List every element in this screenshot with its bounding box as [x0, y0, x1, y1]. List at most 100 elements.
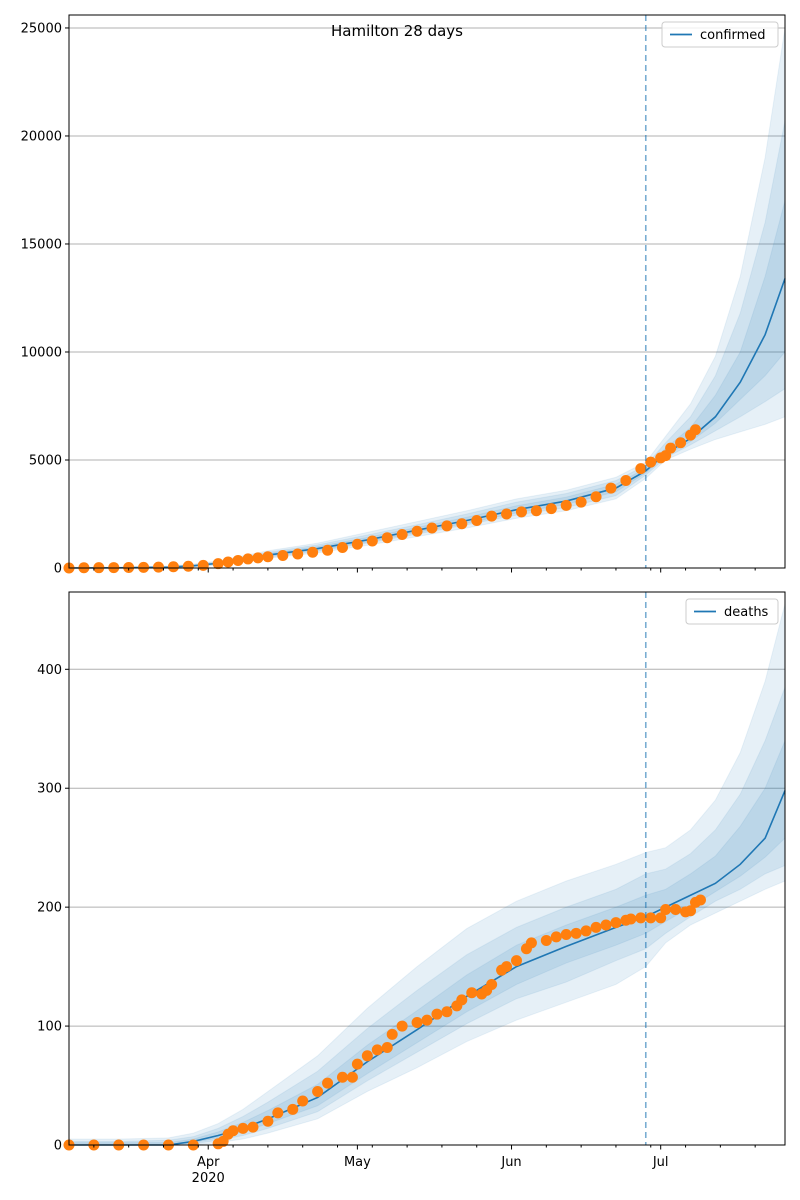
confirmed-observed-point	[396, 529, 408, 541]
confirmed-observed-point	[167, 561, 179, 573]
confirmed-observed-point	[441, 520, 453, 532]
y-tick-label: 300	[37, 782, 62, 797]
deaths-observed-point	[371, 1044, 383, 1056]
deaths-observed-point	[346, 1071, 358, 1083]
deaths-band-1	[68, 686, 786, 1146]
deaths-observed-point	[411, 1017, 423, 1029]
confirmed-panel: 0 5000 10000 15000 20000 25000 confirmed	[21, 14, 786, 577]
deaths-observed-point	[297, 1095, 309, 1107]
deaths-observed-point	[645, 912, 657, 924]
confirmed-observed-point	[590, 491, 602, 503]
deaths-observed-point	[670, 904, 682, 916]
deaths-observed-point	[466, 987, 478, 999]
deaths-observed-point	[560, 929, 572, 941]
deaths-observed-point	[322, 1077, 334, 1089]
confirmed-observed-point	[645, 456, 657, 468]
confirmed-observed-point	[675, 437, 687, 449]
y-tick-label: 10000	[21, 345, 62, 360]
confirmed-observed-point	[242, 553, 254, 565]
deaths-band-2	[68, 740, 786, 1146]
confirmed-observed-point	[197, 559, 209, 571]
deaths-observed-point	[237, 1122, 249, 1134]
deaths-observed-point	[580, 925, 592, 937]
deaths-observed-point	[525, 937, 537, 949]
confirmed-observed-point	[471, 514, 483, 526]
confirmed-observed-point	[123, 561, 135, 573]
x-tick-label: May	[344, 1155, 371, 1170]
deaths-observed-point	[247, 1121, 259, 1133]
deaths-observed-point	[456, 994, 468, 1006]
axes-frame	[68, 591, 786, 1146]
confirmed-observed-point	[545, 503, 557, 515]
deaths-observed-point	[386, 1028, 398, 1040]
confirmed-observed-point	[530, 505, 542, 517]
deaths-observed-point	[600, 919, 612, 931]
x-tick-label: Apr	[197, 1155, 220, 1170]
confirmed-observed-point	[366, 535, 378, 547]
confirmed-observed-point	[575, 496, 587, 508]
deaths-observed-point	[625, 913, 637, 925]
deaths-observed-point	[570, 927, 582, 939]
legend-box	[661, 21, 779, 48]
deaths-observed-point	[540, 934, 552, 946]
confirmed-observed-point	[351, 538, 363, 550]
deaths-observed-point	[287, 1103, 299, 1115]
confirmed-band-0	[68, 27, 786, 569]
deaths-observed-point	[227, 1125, 239, 1137]
confirmed-observed-point	[411, 525, 423, 537]
confirmed-observed-point	[381, 532, 393, 544]
confirmed-observed-point	[515, 506, 527, 518]
deaths-observed-point	[421, 1014, 433, 1026]
confirmed-observed-point	[456, 518, 468, 530]
confirmed-observed-point	[307, 546, 319, 558]
deaths-observed-point	[550, 931, 562, 943]
y-tick-label: 20000	[21, 129, 62, 144]
y-tick-label: 0	[54, 1139, 62, 1154]
deaths-observed-point	[336, 1071, 348, 1083]
confirmed-observed-point	[322, 544, 334, 556]
confirmed-observed-point	[262, 551, 274, 563]
legend-label: deaths	[724, 605, 769, 620]
confirmed-observed-point	[232, 554, 244, 566]
confirmed-observed-point	[277, 549, 289, 561]
confirmed-band-2	[68, 200, 786, 569]
legend: deaths	[685, 598, 779, 625]
confirmed-observed-point	[153, 561, 164, 573]
deaths-observed-point	[272, 1107, 284, 1119]
confirmed-observed-point	[252, 552, 264, 564]
deaths-observed-point	[396, 1020, 408, 1032]
deaths-observed-point	[361, 1050, 373, 1062]
legend-label: confirmed	[700, 28, 766, 43]
confirmed-observed-point	[292, 548, 304, 560]
confirmed-observed-point	[690, 424, 701, 436]
legend-box	[685, 598, 779, 625]
confirmed-observed-point	[665, 442, 677, 454]
deaths-observed-point	[655, 912, 667, 924]
y-tick-label: 100	[37, 1020, 62, 1035]
confirmed-observed-point	[560, 499, 572, 511]
deaths-observed-point	[685, 905, 697, 917]
deaths-observed-point	[351, 1058, 363, 1070]
confirmed-observed-point	[182, 560, 194, 572]
confirmed-observed-point	[501, 508, 513, 520]
confirmed-observed-point	[605, 482, 617, 494]
y-tick-label: 15000	[21, 237, 62, 252]
deaths-observed-point	[635, 912, 647, 924]
deaths-observed-point	[486, 978, 498, 990]
deaths-observed-point	[441, 1006, 453, 1018]
confirmed-observed-point	[486, 510, 498, 522]
confirmed-observed-point	[212, 558, 224, 570]
deaths-model-line	[69, 790, 786, 1146]
deaths-observed-point	[694, 894, 706, 906]
confirmed-observed-point	[426, 522, 438, 534]
legend: confirmed	[661, 21, 779, 48]
deaths-observed-point	[381, 1041, 393, 1053]
axes-frame	[68, 14, 786, 569]
y-tick-label: 400	[37, 663, 62, 678]
deaths-observed-point	[660, 904, 672, 916]
x-tick-label: Jul	[652, 1155, 669, 1170]
deaths-observed-point	[610, 917, 622, 929]
y-tick-label: 25000	[21, 21, 62, 36]
